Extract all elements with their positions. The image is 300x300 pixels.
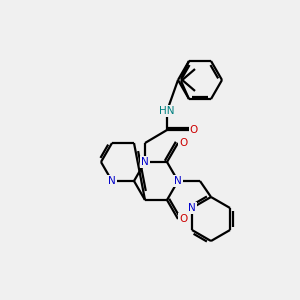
Text: N: N (174, 176, 182, 186)
Text: N: N (174, 176, 182, 186)
Text: O: O (190, 125, 198, 135)
Text: N: N (141, 157, 149, 167)
Text: N: N (141, 157, 149, 167)
Text: HN: HN (159, 106, 175, 116)
Text: N: N (108, 176, 116, 186)
Text: O: O (179, 138, 187, 148)
Text: N: N (188, 203, 196, 213)
Text: O: O (179, 214, 187, 224)
